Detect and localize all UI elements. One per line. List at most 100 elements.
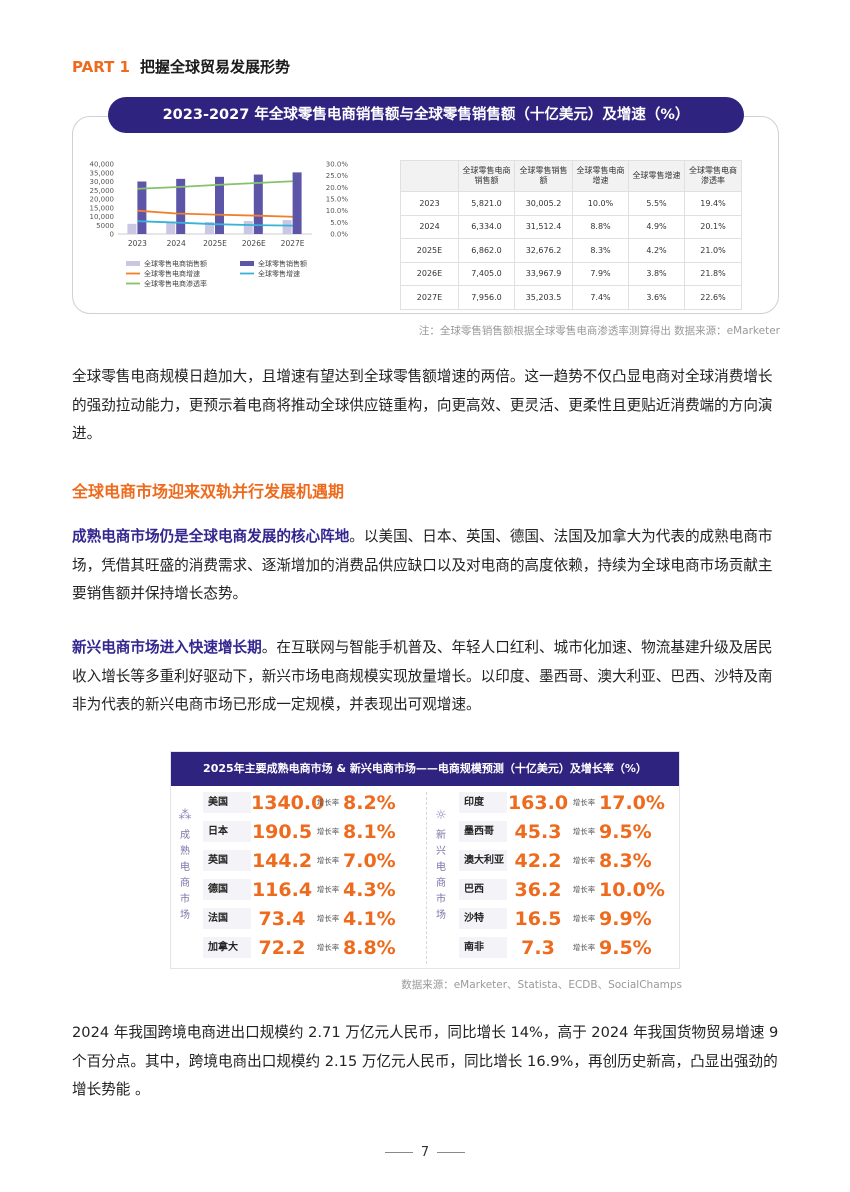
table-cell: 2024 bbox=[400, 214, 459, 239]
bar bbox=[166, 222, 176, 234]
legend-label: 全球零售电商增速 bbox=[144, 269, 200, 278]
rate-label: 增长率 bbox=[316, 856, 340, 865]
market-rate: 9.9% bbox=[599, 907, 652, 930]
y-left-tick-label: 0 bbox=[110, 231, 114, 239]
rate-label: 增长率 bbox=[572, 885, 596, 894]
table-cell: 5.5% bbox=[628, 191, 685, 216]
market-name: 南非 bbox=[459, 937, 507, 958]
market-value: 36.2 bbox=[514, 878, 562, 901]
rate-label: 增长率 bbox=[316, 885, 340, 894]
y-left-tick-label: 10,000 bbox=[90, 213, 115, 221]
emerging-market-label: ☼ 新 兴 电 商 市 场 bbox=[431, 808, 451, 924]
emerging-label-char: 场 bbox=[436, 910, 446, 921]
table-cell: 7,405.0 bbox=[458, 261, 515, 286]
mature-label-char: 成 bbox=[180, 830, 190, 841]
market-name: 加拿大 bbox=[203, 937, 251, 958]
table-header-cell bbox=[400, 160, 459, 192]
table-cell: 8.8% bbox=[572, 214, 629, 239]
market-row: 加拿大 72.2 增长率 8.8% bbox=[203, 934, 397, 961]
table-header-cell: 全球零售电商增速 bbox=[572, 160, 629, 192]
table-row: 2024 6,334.0 31,512.4 8.8% 4.9% 20.1% bbox=[400, 214, 742, 239]
market-value: 1340.0 bbox=[251, 791, 325, 814]
table-cell: 6,862.0 bbox=[458, 238, 515, 263]
y-right-tick-label: 0.0% bbox=[330, 231, 348, 239]
figure1-chart: 0500010,00015,00020,00025,00030,00035,00… bbox=[90, 161, 349, 289]
y-left-tick-label: 25,000 bbox=[90, 187, 115, 195]
paragraph-2-body: 。以美国、日本、英国、德国、法国及加拿大为代表的成熟电商市场，凭借其旺盛的消费需… bbox=[72, 528, 773, 602]
market-rate: 4.3% bbox=[343, 878, 396, 901]
rate-label: 增长率 bbox=[572, 856, 596, 865]
table-header-cell: 全球零售电商渗透率 bbox=[684, 160, 742, 192]
market-row: 南非 7.3 增长率 9.5% bbox=[459, 934, 653, 961]
market-row: 墨西哥 45.3 增长率 9.5% bbox=[459, 818, 653, 845]
market-row: 英国 144.2 增长率 7.0% bbox=[203, 847, 397, 874]
market-value: 72.2 bbox=[258, 936, 306, 959]
emerging-label-char: 电 bbox=[436, 862, 446, 873]
table-row: 2027E 7,956.0 35,203.5 7.4% 3.6% 22.6% bbox=[400, 285, 742, 310]
market-name: 澳大利亚 bbox=[459, 850, 507, 871]
lightbulb-icon: ☼ bbox=[435, 808, 447, 823]
mature-label-char: 市 bbox=[180, 894, 190, 905]
divider bbox=[426, 792, 427, 964]
market-row: 印度 163.0 增长率 17.0% bbox=[459, 789, 665, 816]
table-cell: 4.9% bbox=[628, 214, 685, 239]
table-cell: 2025E bbox=[400, 238, 459, 263]
market-row: 沙特 16.5 增长率 9.9% bbox=[459, 905, 653, 932]
market-value: 7.3 bbox=[521, 936, 555, 959]
x-tick-label: 2024 bbox=[167, 239, 186, 248]
emerging-label-char: 新 bbox=[436, 830, 446, 841]
part-title: 把握全球贸易发展形势 bbox=[140, 58, 291, 76]
table-cell: 3.6% bbox=[628, 285, 685, 310]
bar bbox=[292, 172, 302, 234]
table-cell: 20.1% bbox=[684, 214, 742, 239]
rate-label: 增长率 bbox=[316, 827, 340, 836]
x-tick-label: 2023 bbox=[128, 239, 147, 248]
market-value: 45.3 bbox=[514, 820, 562, 843]
market-rate: 9.5% bbox=[599, 936, 652, 959]
table-cell: 7,956.0 bbox=[458, 285, 515, 310]
figure1-table: 全球零售电商销售额 全球零售销售额 全球零售电商增速 全球零售增速 全球零售电商… bbox=[400, 160, 742, 310]
market-value: 73.4 bbox=[258, 907, 306, 930]
table-cell: 32,676.2 bbox=[514, 238, 573, 263]
market-row: 澳大利亚 42.2 增长率 8.3% bbox=[459, 847, 653, 874]
market-name: 印度 bbox=[459, 792, 507, 813]
table-cell: 21.0% bbox=[684, 238, 742, 263]
page-footer: 7 bbox=[0, 1145, 850, 1160]
table-header-cell: 全球零售销售额 bbox=[514, 160, 573, 192]
mature-label-char: 商 bbox=[180, 878, 190, 889]
market-name: 沙特 bbox=[459, 908, 507, 929]
table-cell: 33,967.9 bbox=[514, 261, 573, 286]
market-name: 巴西 bbox=[459, 879, 507, 900]
market-name: 德国 bbox=[203, 879, 251, 900]
legend-label: 全球零售销售额 bbox=[258, 259, 307, 268]
market-name: 墨西哥 bbox=[459, 821, 507, 842]
paragraph-3-lead: 新兴电商市场进入快速增长期 bbox=[72, 639, 262, 656]
rate-label: 增长率 bbox=[316, 943, 340, 952]
legend-swatch bbox=[126, 261, 140, 266]
rate-label: 增长率 bbox=[316, 798, 340, 807]
market-row: 德国 116.4 增长率 4.3% bbox=[203, 876, 397, 903]
table-header-cell: 全球零售增速 bbox=[628, 160, 685, 192]
market-row: 巴西 36.2 增长率 10.0% bbox=[459, 876, 665, 903]
table-cell: 2027E bbox=[400, 285, 459, 310]
y-left-tick-label: 30,000 bbox=[90, 178, 115, 186]
rate-label: 增长率 bbox=[572, 798, 596, 807]
emerging-label-char: 商 bbox=[436, 878, 446, 889]
legend-label: 全球零售电商销售额 bbox=[144, 259, 207, 268]
figure2-source: 数据来源：eMarketer、Statista、ECDB、SocialChamp… bbox=[401, 979, 682, 991]
y-right-tick-label: 20.0% bbox=[326, 184, 349, 192]
table-cell: 8.3% bbox=[572, 238, 629, 263]
table-cell: 10.0% bbox=[572, 191, 629, 216]
emerging-label-char: 兴 bbox=[436, 846, 446, 857]
paragraph-3: 新兴电商市场进入快速增长期。在互联网与智能手机普及、年轻人口红利、城市化加速、物… bbox=[72, 634, 780, 720]
table-row: 2026E 7,405.0 33,967.9 7.9% 3.8% 21.8% bbox=[400, 261, 742, 286]
market-rate: 10.0% bbox=[599, 878, 665, 901]
x-tick-label: 2027E bbox=[281, 239, 305, 248]
paragraph-2-lead: 成熟电商市场仍是全球电商发展的核心阵地 bbox=[72, 528, 350, 545]
part-header: PART 1 把握全球贸易发展形势 bbox=[72, 56, 290, 77]
market-name: 英国 bbox=[203, 850, 251, 871]
table-cell: 7.4% bbox=[572, 285, 629, 310]
market-rate: 8.2% bbox=[343, 791, 396, 814]
market-value: 42.2 bbox=[514, 849, 562, 872]
figure2-infographic: 2025年主要成熟电商市场 & 新兴电商市场——电商规模预测（十亿美元）及增长率… bbox=[170, 751, 680, 969]
